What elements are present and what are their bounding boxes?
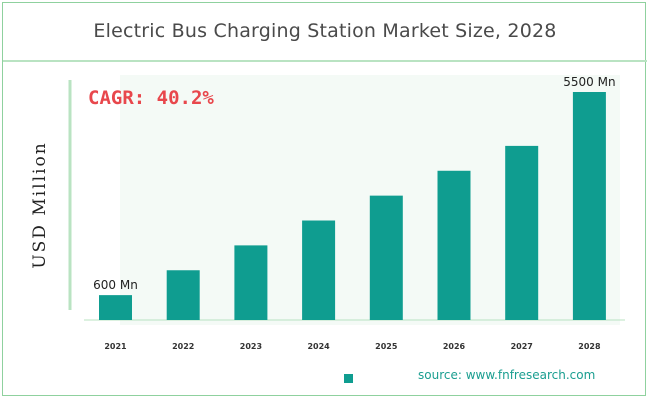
x-tick-2027: 2027 <box>511 342 533 351</box>
data-label-2021: 600 Mn <box>93 278 138 292</box>
chart-title: Electric Bus Charging Station Market Siz… <box>93 20 557 42</box>
bar-2024 <box>302 220 336 320</box>
x-tick-2021: 2021 <box>104 342 127 351</box>
x-tick-2024: 2024 <box>307 342 330 351</box>
source-link[interactable]: source: www.fnfresearch.com <box>418 368 596 382</box>
y-axis-label: USD Million <box>30 141 50 269</box>
legend-swatch <box>344 374 353 383</box>
bar-2028 <box>572 92 606 320</box>
bar-2027 <box>505 145 539 320</box>
bar-2023 <box>234 245 268 320</box>
bar-2021 <box>99 295 132 320</box>
data-label-2028: 5500 Mn <box>563 75 615 89</box>
x-tick-2025: 2025 <box>375 342 398 351</box>
x-tick-2023: 2023 <box>240 342 262 351</box>
x-tick-2022: 2022 <box>172 342 194 351</box>
bar-2025 <box>369 195 403 320</box>
x-tick-2028: 2028 <box>578 342 601 351</box>
x-tick-2026: 2026 <box>443 342 466 351</box>
title-divider <box>3 60 647 62</box>
bar-2026 <box>437 170 471 320</box>
cagr-annotation: CAGR: 40.2% <box>88 87 214 109</box>
bar-2022 <box>166 270 200 320</box>
